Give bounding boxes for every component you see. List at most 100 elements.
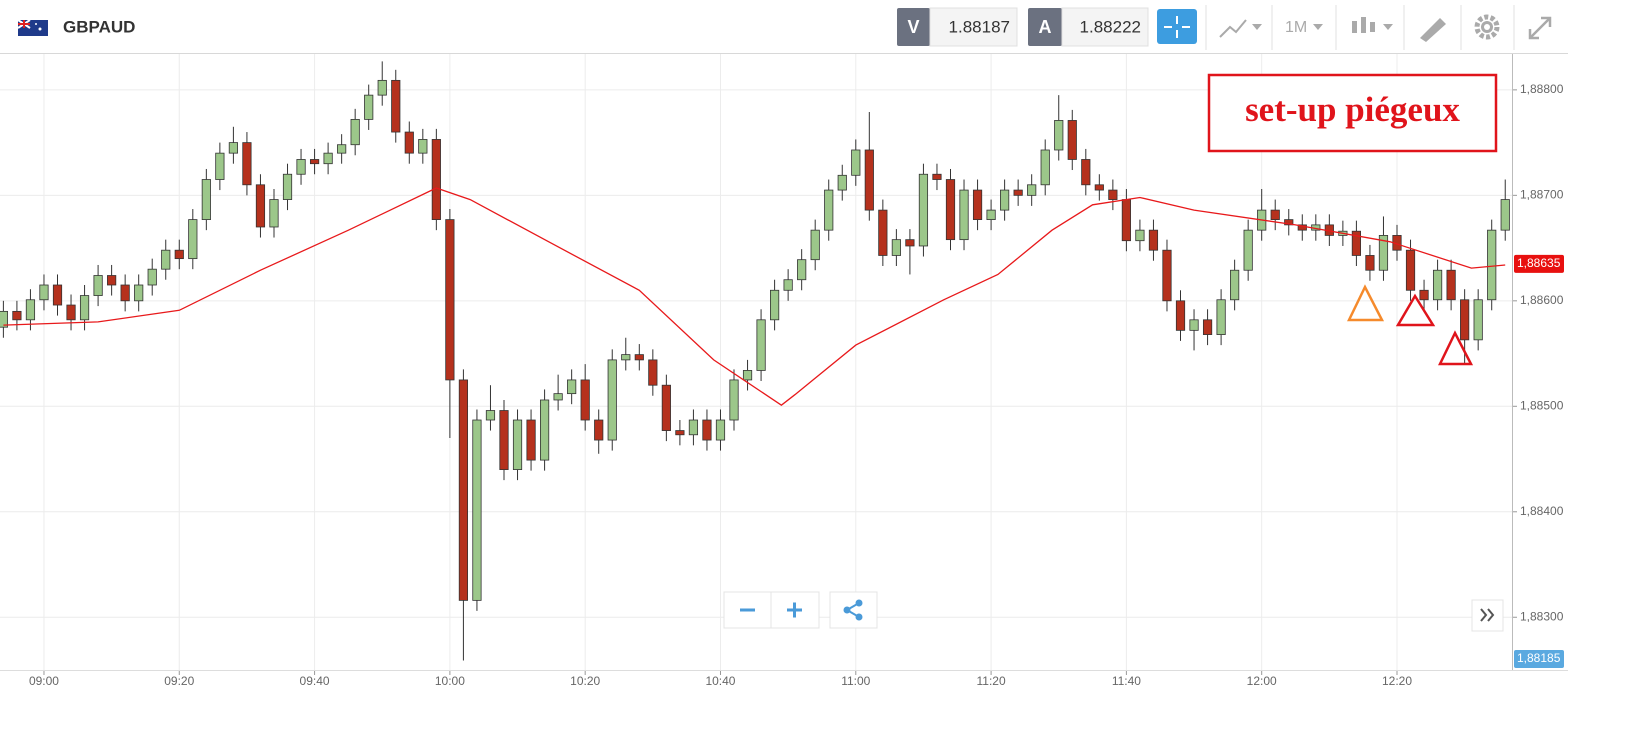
- fullscreen-button[interactable]: [1528, 16, 1552, 40]
- x-tick-label: 11:00: [841, 674, 870, 688]
- candle-body: [1351, 230, 1361, 256]
- candle-body: [418, 139, 428, 154]
- candle-body: [25, 299, 36, 321]
- candle-body: [675, 430, 685, 436]
- candle-body: [485, 410, 496, 421]
- candle-body: [66, 304, 76, 321]
- candle-body: [377, 79, 387, 96]
- y-tick-label: 1,88800: [1520, 82, 1564, 96]
- scroll-end-button[interactable]: [1471, 599, 1504, 632]
- candle-body: [1378, 235, 1389, 271]
- candle-body: [228, 142, 238, 154]
- candle-body: [1405, 249, 1416, 291]
- candle-body: [1000, 189, 1010, 211]
- candle-body: [1365, 255, 1375, 271]
- candle-body: [1500, 199, 1510, 231]
- y-tick-label: 1,88400: [1520, 504, 1564, 518]
- price-tag: [1514, 650, 1564, 668]
- candle-body: [1040, 149, 1050, 186]
- candle-body: [526, 419, 536, 461]
- crosshair-button[interactable]: [1157, 9, 1197, 44]
- candle-body: [1487, 229, 1497, 301]
- candle-body: [1446, 269, 1456, 301]
- candle-body: [770, 289, 780, 321]
- candle-body: [648, 359, 658, 386]
- candle-body: [972, 189, 983, 221]
- y-tick-label: 1,88500: [1520, 398, 1564, 412]
- symbol: GBPAUD: [63, 17, 135, 36]
- candle-body: [309, 159, 320, 165]
- triangle-marker: [1347, 284, 1385, 322]
- candle-body: [499, 410, 509, 470]
- candle-body: [1216, 299, 1226, 335]
- candle-body: [959, 189, 969, 241]
- share-button[interactable]: [829, 591, 878, 629]
- candle-body: [891, 239, 901, 256]
- draw-button[interactable]: [1420, 18, 1446, 42]
- price-tag-label: 1,88185: [1517, 651, 1561, 665]
- candle-body: [404, 131, 414, 154]
- ask-price: 1.88222: [1080, 17, 1141, 36]
- candle-body: [567, 379, 577, 395]
- candle-body: [161, 249, 171, 270]
- candle-body: [580, 379, 590, 421]
- bid-box[interactable]: [929, 7, 1018, 47]
- candle-body: [188, 219, 198, 260]
- ask-label: A: [1039, 17, 1052, 37]
- bid-badge[interactable]: [897, 8, 930, 46]
- x-tick-label: 10:00: [435, 674, 465, 688]
- candle-body: [986, 209, 996, 221]
- zoom-in-button[interactable]: [770, 591, 820, 629]
- candle-body: [120, 284, 130, 302]
- candle-body: [783, 279, 793, 291]
- price-tag: [1514, 254, 1564, 273]
- candle-body: [607, 359, 617, 441]
- candle-body: [1067, 120, 1077, 160]
- x-tick-label: 10:20: [570, 674, 600, 688]
- ask-badge[interactable]: [1028, 8, 1062, 46]
- settings-button[interactable]: [1474, 14, 1500, 40]
- candle-body: [242, 142, 252, 186]
- candle-body: [174, 249, 184, 260]
- candle-body: [458, 379, 469, 601]
- candle-body: [1473, 299, 1483, 341]
- timeframe-caret: [1313, 24, 1323, 30]
- candle-body: [1121, 199, 1131, 242]
- candle-body: [52, 284, 63, 306]
- x-tick-label: 11:20: [977, 674, 1006, 688]
- candle-body: [1054, 120, 1064, 151]
- candle-body: [688, 419, 699, 436]
- candle-body: [1419, 289, 1429, 301]
- candle-body: [337, 144, 347, 154]
- price-tag-label: 1,88635: [1517, 256, 1561, 270]
- candle-body: [0, 310, 8, 328]
- candle-body: [797, 259, 807, 281]
- x-tick-label: 11:40: [1112, 674, 1141, 688]
- candles-button[interactable]: [1352, 17, 1393, 33]
- candle-body: [1027, 184, 1037, 196]
- candle-body: [810, 229, 820, 261]
- candle-body: [945, 179, 956, 241]
- candle-body: [1460, 299, 1470, 341]
- ask-box[interactable]: [1061, 7, 1149, 47]
- candle-body: [1094, 184, 1104, 191]
- x-tick-label: 10:40: [705, 674, 735, 688]
- flag-icon: [17, 19, 48, 36]
- y-tick-label: 1,88700: [1520, 188, 1564, 202]
- chart-type-button[interactable]: [1219, 19, 1262, 38]
- candle-body: [553, 393, 563, 401]
- timeframe[interactable]: 1M: [1285, 19, 1307, 36]
- candle-body: [702, 419, 712, 441]
- candle-body: [594, 419, 604, 441]
- candle-body: [445, 219, 455, 381]
- candle-body: [878, 209, 888, 256]
- candle-body: [621, 354, 631, 361]
- candle-body: [1270, 209, 1280, 221]
- triangle-marker: [1438, 330, 1474, 366]
- candle-body: [905, 239, 915, 247]
- y-tick-label: 1,88300: [1520, 609, 1564, 623]
- zoom-out-button[interactable]: [723, 591, 772, 629]
- candle-body: [512, 419, 523, 470]
